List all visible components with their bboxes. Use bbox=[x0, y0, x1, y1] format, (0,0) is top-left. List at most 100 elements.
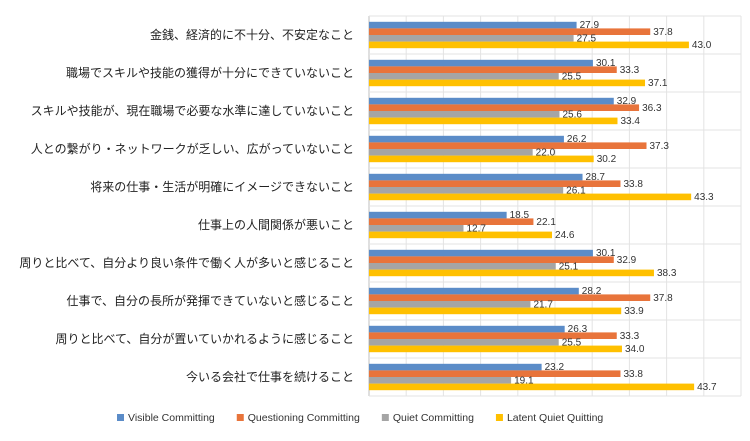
value-labels: 27.9 37.8 27.5 43.0 30.1 33.3 25.5 37.1 32.9 36.3… bbox=[466, 20, 717, 393]
bar bbox=[369, 149, 533, 156]
category-label: 周りと比べて、自分が置いていかれるように感じること bbox=[55, 331, 354, 346]
legend-swatch bbox=[495, 414, 503, 421]
bar bbox=[369, 325, 565, 333]
bar bbox=[369, 383, 695, 391]
data-label: 22.1 bbox=[536, 217, 556, 228]
bar bbox=[369, 345, 622, 353]
bar bbox=[369, 117, 618, 125]
data-label: 36.3 bbox=[642, 103, 662, 114]
category-label: 今いる会社で仕事を続けること bbox=[186, 369, 354, 384]
data-label: 26.1 bbox=[566, 185, 586, 196]
bar bbox=[369, 79, 646, 87]
data-label: 30.1 bbox=[596, 58, 616, 69]
bar bbox=[369, 142, 647, 149]
bar bbox=[369, 173, 583, 181]
data-label: 33.3 bbox=[620, 65, 640, 76]
data-label: 33.8 bbox=[623, 179, 643, 190]
bar bbox=[369, 111, 560, 118]
data-label: 25.5 bbox=[562, 337, 582, 348]
category-label: スキルや技能が、現在職場で必要な水準に達していないこと bbox=[31, 103, 354, 118]
bar bbox=[369, 377, 512, 384]
category-label: 職場でスキルや技能の獲得が十分にできていないこと bbox=[66, 65, 354, 80]
bar bbox=[369, 155, 594, 163]
data-label: 43.0 bbox=[692, 40, 712, 51]
data-label: 38.3 bbox=[657, 268, 677, 279]
bar bbox=[369, 263, 556, 270]
data-label: 23.2 bbox=[545, 362, 565, 373]
bar bbox=[369, 332, 617, 339]
bar bbox=[369, 269, 654, 277]
data-label: 25.6 bbox=[562, 109, 582, 120]
data-label: 25.1 bbox=[559, 261, 579, 272]
data-label: 28.7 bbox=[586, 172, 606, 183]
data-label: 32.9 bbox=[617, 255, 637, 266]
legend-swatch bbox=[236, 414, 244, 421]
legend-swatch bbox=[117, 414, 124, 421]
data-label: 24.6 bbox=[555, 230, 575, 241]
bars bbox=[369, 21, 695, 391]
category-label: 将来の仕事・生活が明確にイメージできないこと bbox=[90, 179, 354, 194]
legend-item: Quiet Committing bbox=[381, 412, 474, 424]
data-label: 33.4 bbox=[620, 116, 640, 127]
bar bbox=[369, 41, 689, 49]
bar bbox=[369, 21, 577, 29]
bar bbox=[369, 97, 614, 105]
bar bbox=[369, 249, 593, 257]
legend-swatch bbox=[381, 414, 389, 421]
data-label: 43.7 bbox=[697, 382, 717, 393]
bar bbox=[369, 28, 651, 35]
category-label: 仕事上の人間関係が悪いこと bbox=[198, 217, 354, 232]
bar bbox=[369, 287, 579, 295]
data-label: 26.3 bbox=[568, 324, 588, 335]
bar bbox=[369, 211, 507, 219]
legend-label: Visible Committing bbox=[128, 412, 215, 424]
data-label: 22.0 bbox=[536, 147, 556, 158]
bar bbox=[369, 363, 542, 371]
legend-item: Latent Quiet Quitting bbox=[495, 412, 603, 424]
legend-label: Questioning Committing bbox=[248, 412, 360, 424]
data-label: 37.3 bbox=[650, 141, 670, 152]
data-label: 19.1 bbox=[514, 375, 534, 386]
data-label: 21.7 bbox=[533, 299, 553, 310]
legend-label: Latent Quiet Quitting bbox=[507, 412, 603, 424]
category-label: 周りと比べて、自分より良い条件で働く人が多いと感じること bbox=[19, 255, 354, 270]
data-label: 37.8 bbox=[653, 293, 673, 304]
bar bbox=[369, 225, 464, 232]
legend-item: Questioning Committing bbox=[236, 412, 360, 424]
data-label: 33.9 bbox=[624, 306, 644, 317]
data-label: 37.1 bbox=[648, 78, 668, 89]
data-label: 27.5 bbox=[577, 33, 597, 44]
legend-item: Visible Committing bbox=[117, 412, 215, 424]
bar bbox=[369, 339, 559, 346]
data-label: 30.1 bbox=[596, 248, 616, 259]
data-label: 32.9 bbox=[617, 96, 637, 107]
data-label: 33.3 bbox=[620, 331, 640, 342]
bar bbox=[369, 104, 640, 111]
legend-label: Quiet Committing bbox=[393, 412, 474, 424]
data-label: 12.7 bbox=[466, 223, 486, 234]
legend: Visible Committing Questioning Committing… bbox=[117, 412, 603, 424]
data-label: 34.0 bbox=[625, 344, 645, 355]
bar bbox=[369, 187, 564, 194]
data-label: 33.8 bbox=[623, 369, 643, 380]
bar bbox=[369, 35, 574, 42]
category-label: 仕事で、自分の長所が発揮できていないと感じること bbox=[66, 293, 354, 308]
bar bbox=[369, 256, 614, 263]
bar bbox=[369, 307, 622, 315]
bar bbox=[369, 180, 621, 187]
data-label: 27.9 bbox=[580, 20, 600, 31]
data-label: 28.2 bbox=[582, 286, 602, 297]
bar bbox=[369, 231, 553, 239]
data-label: 30.2 bbox=[597, 154, 617, 165]
category-labels: 金銭、経済的に不十分、不安定なこと職場でスキルや技能の獲得が十分にできていないこ… bbox=[19, 27, 354, 384]
data-label: 26.2 bbox=[567, 134, 587, 145]
data-label: 25.5 bbox=[562, 71, 582, 82]
category-label: 金銭、経済的に不十分、不安定なこと bbox=[150, 27, 354, 42]
bar bbox=[369, 370, 621, 377]
bar bbox=[369, 294, 651, 301]
category-label: 人との繋がり・ネットワークが乏しい、広がっていないこと bbox=[31, 141, 354, 156]
bar bbox=[369, 135, 564, 143]
bar bbox=[369, 66, 617, 73]
bar bbox=[369, 59, 593, 67]
